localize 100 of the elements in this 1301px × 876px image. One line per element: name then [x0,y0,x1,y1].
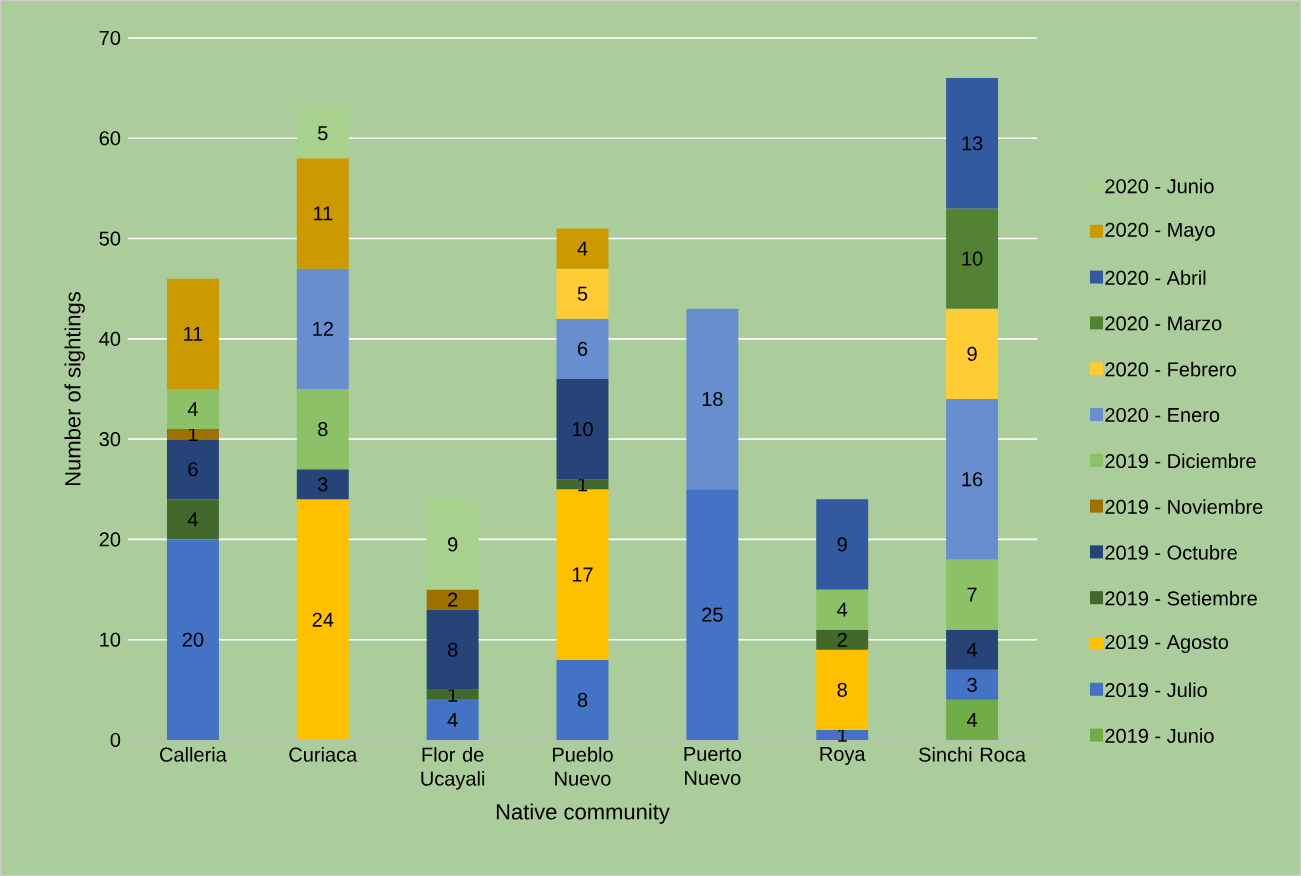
bar [556,659,609,740]
data-label: 8 [837,682,847,697]
x-tick-label: Curiaca [289,747,358,762]
bar [166,439,219,500]
data-label: 2 [837,632,847,647]
bar [166,539,219,740]
y-tick-label: 40 [99,331,121,346]
data-label: 4 [966,642,978,657]
data-label: 5 [577,286,588,301]
bar [816,629,869,650]
bar [426,499,479,590]
y-tick-label: 20 [99,532,121,547]
y-tick-label: 0 [110,732,121,748]
data-label: 6 [188,462,198,477]
data-label: 11 [313,206,333,221]
legend-label: 2019 - Julio [1105,682,1207,698]
bar [426,609,479,690]
legend-label: 2020 - Marzo [1105,316,1222,331]
bar [556,228,609,269]
data-label: 7 [967,587,977,602]
data-label: 18 [702,391,723,407]
data-label: 11 [184,326,203,341]
data-label: 20 [182,632,204,647]
data-label: 17 [572,567,593,582]
bar [946,78,999,209]
legend-label: 2020 - Enero [1105,407,1220,423]
data-label: 13 [962,136,983,151]
bar [816,589,869,630]
bar [426,589,479,610]
bar [296,268,349,389]
y-tick-label: 70 [99,30,121,46]
bar [946,208,999,309]
data-label: 8 [447,642,458,657]
data-label: 4 [447,713,458,727]
bar [686,308,739,490]
bar [166,388,219,430]
bar [946,669,999,700]
data-label: 4 [577,241,588,256]
bar [296,388,349,470]
data-label: 10 [572,422,593,437]
data-label: 10 [962,251,983,266]
legend-label: 2020 - Mayo [1105,222,1215,241]
bar [166,429,219,440]
bar [686,489,739,740]
y-tick-label: 50 [99,231,121,246]
bar [296,108,349,159]
data-label: 3 [967,677,977,692]
data-label: 1 [448,687,458,702]
bar [946,629,999,670]
bar [556,318,609,379]
data-label: 4 [187,512,198,527]
x-tick-label: Roya [820,747,866,765]
data-label: 9 [837,537,847,552]
legend-label: 2020 - Abril [1105,270,1206,285]
legend-label: 2019 - Octubre [1105,545,1237,560]
data-label: 9 [448,537,458,552]
bar [556,268,609,319]
bar [946,308,999,400]
data-label: 24 [312,612,334,627]
y-tick-label: 30 [99,432,121,447]
legend-label: 2020 - Junio [1105,178,1214,194]
bar [426,689,479,700]
data-label: 2 [448,592,458,607]
data-label: 16 [962,472,983,487]
y-axis-title: Number of sightings [64,292,85,485]
x-tick-label: Sinchi Roca [919,747,1026,762]
bar [946,699,999,740]
bar [946,399,999,560]
bar [816,499,869,590]
bar [816,649,869,730]
legend-label: 2019 - Junio [1105,728,1214,743]
y-tick-label: 60 [99,131,121,146]
x-tick-label: Puerto Nuevo [684,747,741,785]
bar [296,158,349,269]
data-label: 25 [702,607,723,622]
legend-label: 2020 - Febrero [1105,361,1236,377]
legend-label: 2019 - Setiembre [1105,590,1257,606]
legend-label: 2019 - Agosto [1105,634,1229,654]
data-label: 4 [837,602,848,617]
data-label: 4 [966,713,978,727]
bar [166,499,219,540]
data-label: 6 [577,341,588,356]
x-tick-label: Pueblo Nuevo [552,747,613,786]
data-label: 4 [187,402,198,416]
data-label: 8 [577,692,588,707]
data-label: 9 [967,346,977,361]
bar [556,479,609,490]
bar [166,278,219,389]
x-tick-label: Calleria [160,747,227,762]
data-label: 3 [317,477,328,492]
x-tick-label: Flor de Ucayali [421,747,485,790]
bar [296,499,349,740]
data-label: 12 [313,321,333,336]
bar [946,559,999,630]
bar [296,469,349,500]
legend-label: 2019 - Diciembre [1105,453,1256,469]
bar [556,378,609,480]
legend-label: 2019 - Noviembre [1105,499,1263,514]
x-axis-title: Native community [496,803,670,824]
data-label: 8 [318,422,328,437]
